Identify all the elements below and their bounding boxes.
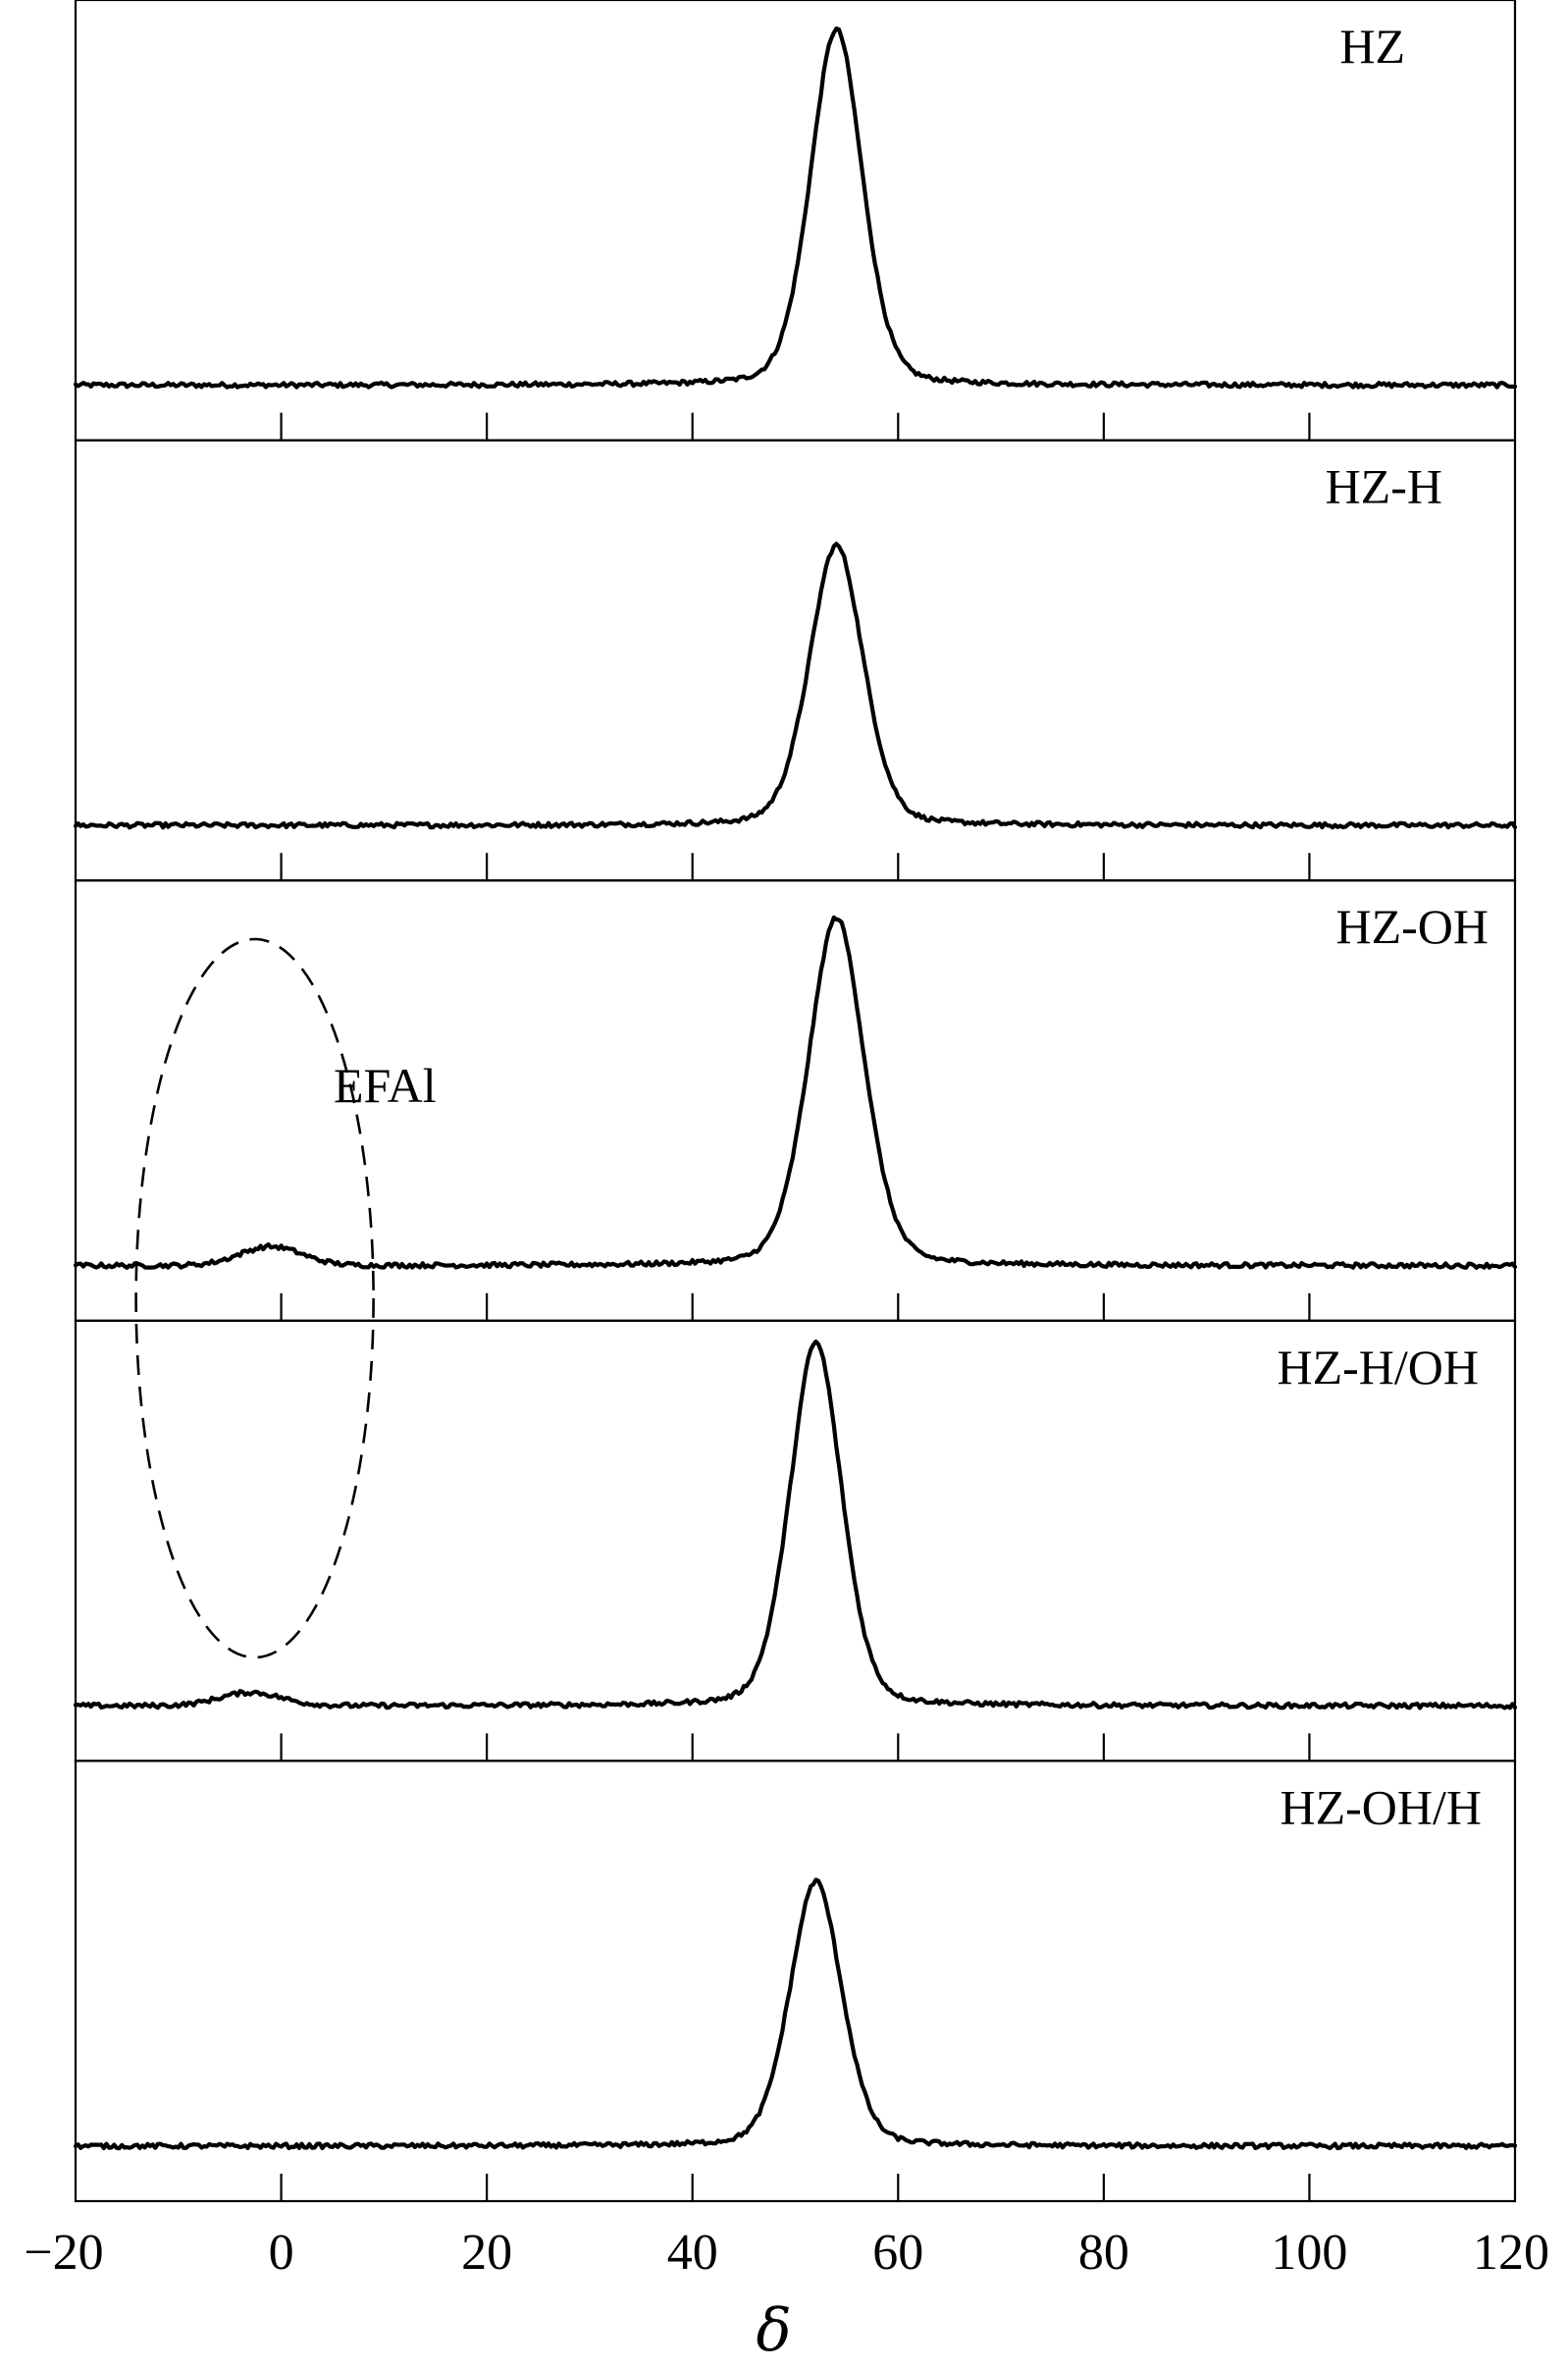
x-tick-label: 0: [269, 2225, 294, 2281]
panel-hz-oh: HZ-OH: [73, 879, 1518, 1322]
panel-hz-h-oh: HZ-H/OH: [73, 1319, 1518, 1762]
panel-frame: [74, 1760, 1517, 2203]
annotation-efal: EFAl: [334, 1058, 437, 1113]
series-label: HZ-H/OH: [1277, 1340, 1479, 1394]
series-label: HZ: [1339, 19, 1405, 74]
panel-frame: [74, 879, 1517, 1322]
panel-hz-oh-h: HZ-OH/H: [73, 1760, 1518, 2203]
series-label: HZ-H: [1326, 459, 1442, 514]
x-tick-label: −20: [24, 2225, 103, 2281]
x-tick-label: 100: [1271, 2225, 1347, 2281]
x-tick-label: 120: [1473, 2225, 1549, 2281]
series-trace: [73, 915, 1518, 1270]
panel-frame: [74, 439, 1517, 882]
series-label: HZ-OH/H: [1280, 1779, 1482, 1834]
x-tick-label: 80: [1078, 2225, 1129, 2281]
series-trace: [73, 26, 1518, 390]
panel-frame: [74, 0, 1517, 442]
x-tick-label: 20: [461, 2225, 512, 2281]
series-trace: [73, 542, 1518, 830]
series-trace: [73, 1340, 1518, 1710]
panel-hz-h: HZ-H: [73, 439, 1518, 882]
series-trace: [73, 1877, 1518, 2151]
x-tick-label: 60: [872, 2225, 923, 2281]
series-label: HZ-OH: [1335, 899, 1489, 954]
x-axis: −20 0 20 40 60 80 100 120: [24, 2225, 1549, 2281]
x-tick-label: 40: [667, 2225, 718, 2281]
x-axis-label: δ: [756, 2296, 791, 2365]
panel-hz: HZ: [73, 0, 1518, 442]
panels-group: HZ HZ-H HZ-OH HZ-H/OH HZ-OH/H: [73, 0, 1518, 2203]
annotation-ellipse: [134, 937, 375, 1659]
